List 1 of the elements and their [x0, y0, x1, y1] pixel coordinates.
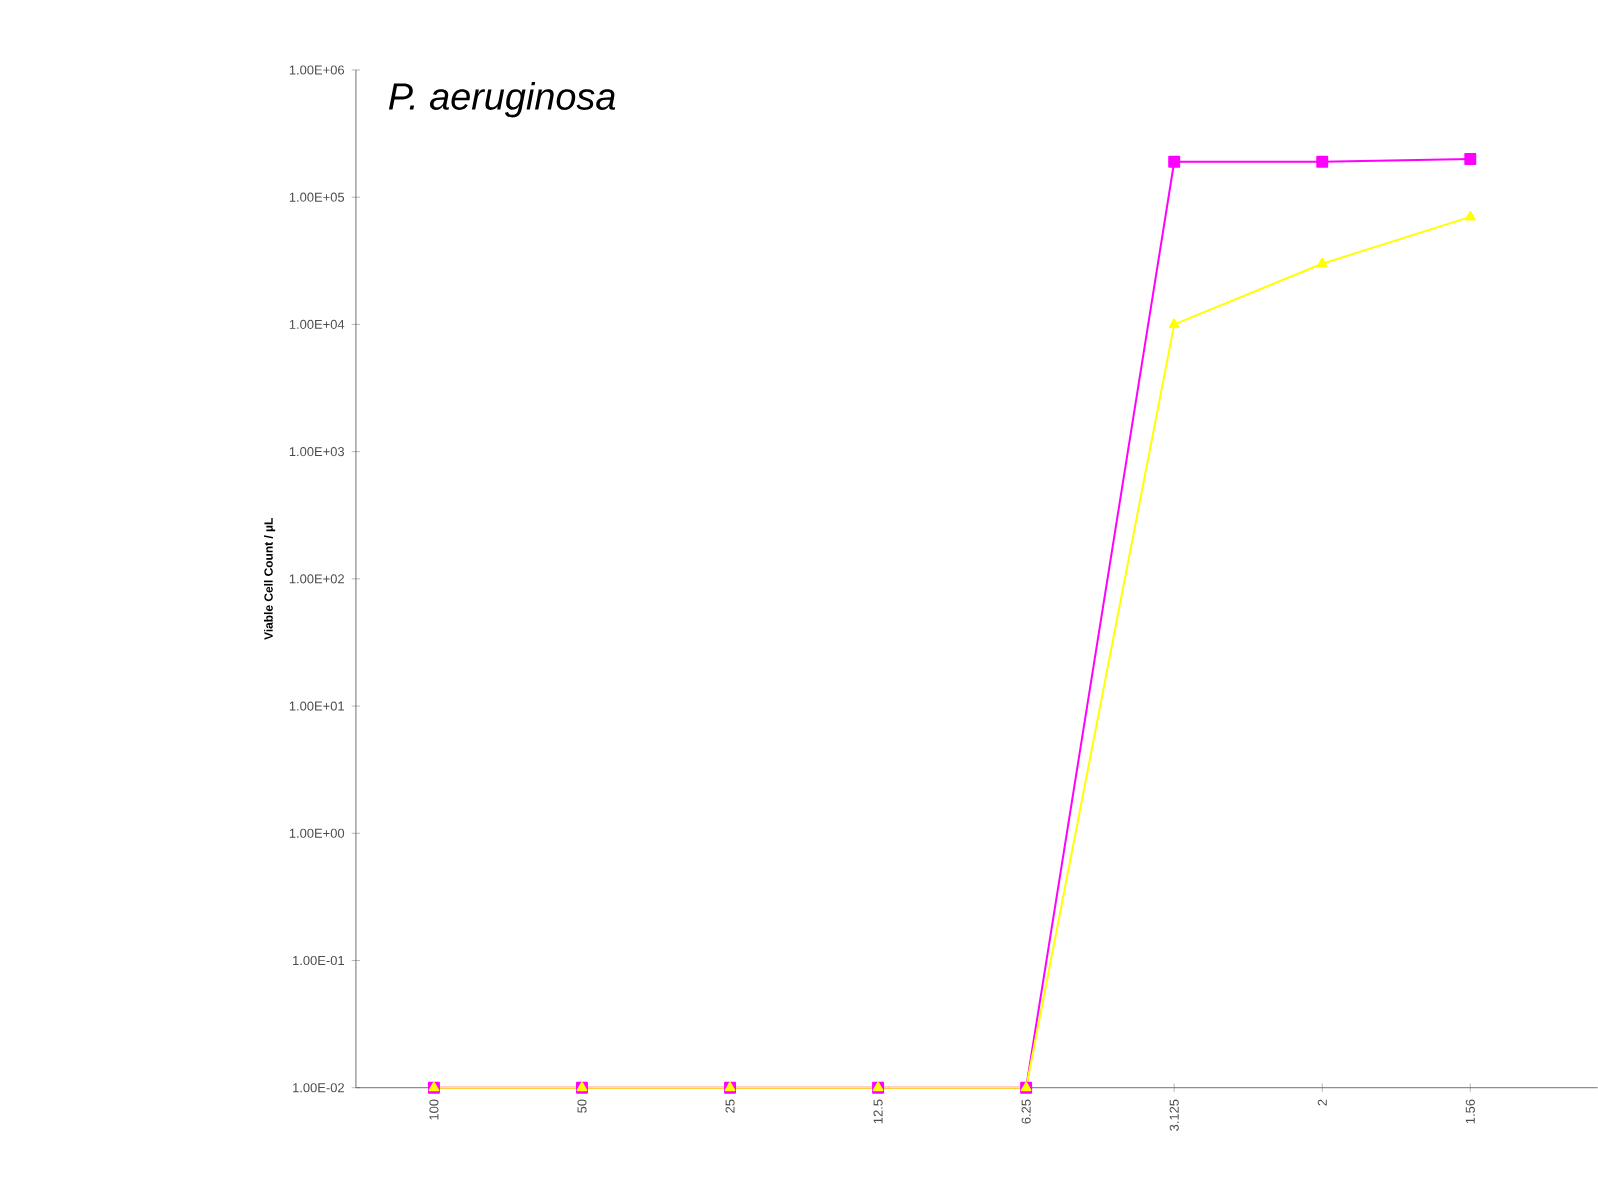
- chart-title: P. aeruginosa: [388, 82, 616, 118]
